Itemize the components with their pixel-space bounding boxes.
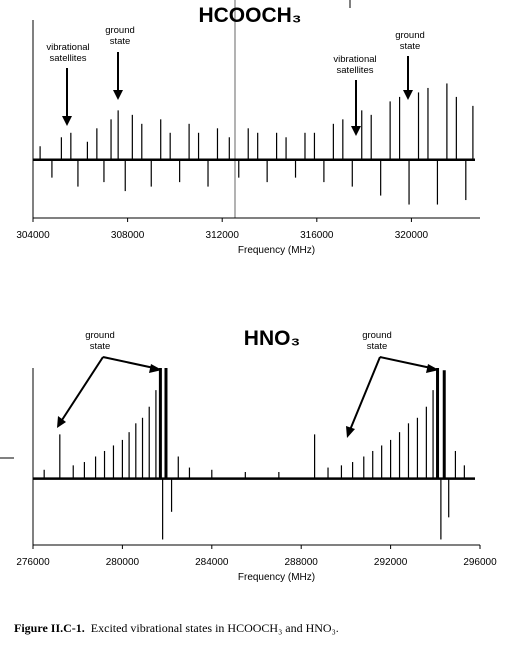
x-tick-label: 308000 [111,230,145,241]
arrow-head [346,364,439,438]
annotation: state [400,41,421,52]
annotation: state [90,341,111,352]
x-tick-label: 288000 [285,557,319,568]
x-axis-label: Frequency (MHz) [238,572,315,583]
arrow-head [57,364,162,428]
annotation: satellites [337,65,374,76]
arrow-head [403,90,413,100]
annotation: satellites [50,53,87,64]
arrow [349,356,432,431]
x-tick-label: 280000 [106,557,140,568]
arrow-head [113,90,123,100]
annotation: vibrational [333,54,376,65]
annotation: state [367,341,388,352]
x-tick-label: 312000 [206,230,240,241]
x-tick-label: 304000 [16,230,50,241]
x-tick-label: 316000 [300,230,334,241]
annotation: ground [105,25,135,36]
x-tick-label: 276000 [16,557,50,568]
annotation: ground [85,330,115,341]
caption-text: Excited vibrational states in HCOOCH₃ an… [91,621,339,635]
annotation: ground [362,330,392,341]
annotation: ground [395,30,425,41]
x-tick-label: 320000 [395,230,429,241]
chart-title: HNO₃ [244,327,300,350]
arrow-head [351,126,361,136]
annotation: state [110,36,131,47]
x-axis-label: Frequency (MHz) [238,245,315,256]
arrow [61,356,155,421]
x-tick-label: 296000 [463,557,497,568]
annotation: vibrational [46,42,89,53]
chart-title: HCOOCH₃ [198,4,301,27]
arrow-head [62,116,72,126]
x-tick-label: 292000 [374,557,408,568]
caption: Figure II.C-1. Excited vibrational states… [14,621,339,635]
caption-label: Figure II.C-1. [14,621,85,635]
x-tick-label: 284000 [195,557,229,568]
